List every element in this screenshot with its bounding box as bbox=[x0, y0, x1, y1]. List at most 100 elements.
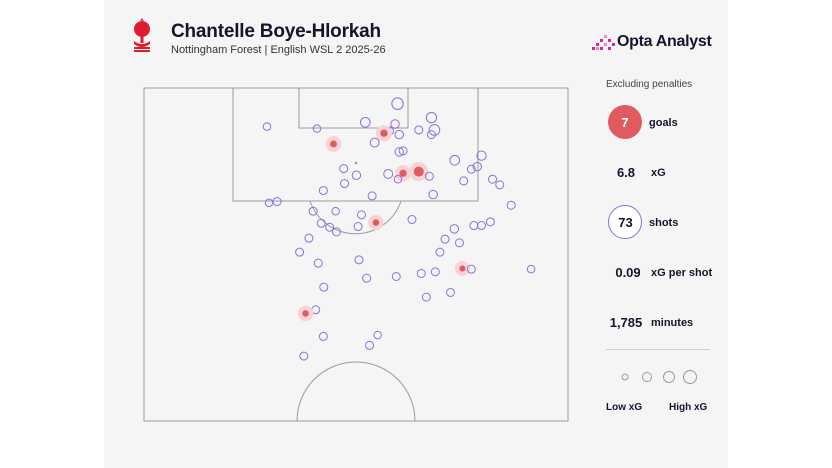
shots-badge bbox=[608, 205, 642, 239]
shot-marker bbox=[495, 180, 505, 190]
club-crest-icon bbox=[134, 18, 150, 52]
shot-marker bbox=[449, 154, 461, 166]
shot-marker bbox=[428, 189, 438, 200]
shot-marker bbox=[313, 258, 323, 268]
shot-marker bbox=[383, 168, 394, 179]
penalty-spot bbox=[354, 161, 358, 165]
shot-marker bbox=[308, 206, 318, 216]
xg-per-shot-value: 0.09 bbox=[615, 265, 641, 280]
shot-marker bbox=[477, 221, 487, 231]
penalty-arc bbox=[309, 200, 402, 235]
shot-marker bbox=[340, 179, 350, 189]
stats-note: Excluding penalties bbox=[606, 79, 693, 90]
legend-circle-2 bbox=[642, 372, 652, 382]
centre-circle-arc bbox=[296, 361, 416, 422]
legend-high-label: High xG bbox=[669, 402, 708, 413]
shot-marker bbox=[421, 292, 431, 302]
shot-marker bbox=[472, 161, 483, 172]
shot-marker bbox=[295, 247, 305, 257]
shots-layer bbox=[262, 97, 536, 361]
shot-marker bbox=[425, 111, 438, 124]
shot-marker bbox=[318, 331, 328, 341]
shot-marker bbox=[449, 224, 460, 234]
shot-marker bbox=[407, 215, 417, 225]
goal-marker bbox=[413, 166, 424, 177]
shot-marker bbox=[398, 146, 408, 156]
goal-marker bbox=[380, 129, 388, 137]
opta-logo-mark-icon bbox=[592, 35, 615, 50]
shot-marker bbox=[440, 234, 450, 244]
shot-marker bbox=[365, 340, 375, 350]
shot-marker bbox=[428, 124, 441, 136]
shot-marker bbox=[367, 191, 377, 201]
shots-label: shots bbox=[649, 217, 679, 229]
shot-marker bbox=[466, 164, 476, 174]
legend-circle-3 bbox=[663, 371, 675, 383]
shot-marker bbox=[476, 150, 487, 161]
stats-divider bbox=[606, 349, 710, 350]
shot-marker bbox=[362, 273, 372, 283]
shot-marker bbox=[488, 174, 498, 184]
player-name-title: Chantelle Boye-Hlorkah bbox=[171, 21, 381, 42]
shot-marker bbox=[272, 197, 282, 207]
team-competition-subtitle: Nottingham Forest | English WSL 2 2025-2… bbox=[171, 44, 386, 56]
shot-marker bbox=[393, 175, 403, 184]
goal-marker bbox=[399, 169, 407, 177]
xg-per-shot-label: xG per shot bbox=[651, 267, 713, 279]
shot-marker bbox=[424, 171, 434, 181]
shot-marker bbox=[359, 116, 371, 128]
opta-analyst-logo bbox=[592, 35, 615, 50]
xg-label: xG bbox=[651, 167, 666, 179]
shot-marker bbox=[446, 287, 456, 297]
shot-marker bbox=[353, 222, 363, 232]
shot-marker bbox=[304, 233, 314, 243]
shot-marker bbox=[485, 217, 495, 227]
shot-marker bbox=[469, 221, 479, 231]
goals-value: 7 bbox=[621, 115, 629, 130]
goal-marker bbox=[330, 140, 337, 148]
six-yard-box bbox=[298, 87, 409, 129]
penalty-area bbox=[232, 87, 479, 202]
shot-marker bbox=[373, 330, 382, 340]
minutes-value: 1,785 bbox=[609, 315, 643, 330]
goal-marker bbox=[372, 219, 380, 226]
shot-marker bbox=[331, 227, 341, 237]
shot-marker bbox=[394, 129, 404, 140]
shot-marker bbox=[506, 200, 516, 210]
shot-marker bbox=[394, 147, 404, 157]
shot-marker bbox=[390, 119, 400, 129]
shot-marker bbox=[351, 170, 362, 180]
goal-marker bbox=[302, 310, 309, 317]
goals-badge bbox=[608, 105, 642, 139]
shot-marker bbox=[312, 124, 322, 133]
shot-marker bbox=[354, 255, 364, 265]
shot-marker bbox=[369, 137, 380, 148]
shot-marker bbox=[459, 176, 469, 186]
opta-analyst-wordmark: Opta Analyst bbox=[617, 33, 712, 50]
shot-marker bbox=[526, 264, 536, 274]
shot-marker bbox=[299, 351, 309, 361]
pitch-markings bbox=[143, 87, 569, 422]
shot-marker bbox=[264, 198, 274, 208]
shot-marker bbox=[430, 267, 440, 277]
shot-marker bbox=[454, 238, 464, 248]
legend-circle-1 bbox=[621, 373, 629, 381]
shot-marker bbox=[391, 271, 401, 281]
shot-marker bbox=[325, 222, 335, 232]
pitch-outline bbox=[143, 87, 569, 422]
minutes-label: minutes bbox=[651, 317, 694, 329]
shot-marker bbox=[357, 210, 367, 220]
shot-marker bbox=[262, 122, 272, 131]
shot-marker bbox=[435, 247, 445, 257]
legend-low-label: Low xG bbox=[606, 402, 643, 413]
shot-marker bbox=[339, 164, 349, 174]
shot-marker bbox=[414, 125, 424, 135]
shot-marker bbox=[416, 268, 426, 278]
shots-value: 73 bbox=[618, 215, 633, 230]
shot-marker bbox=[316, 218, 326, 228]
goals-label: goals bbox=[649, 117, 678, 129]
legend-circle-4 bbox=[683, 370, 697, 384]
shot-marker bbox=[331, 206, 340, 216]
goal-marker bbox=[459, 265, 466, 272]
